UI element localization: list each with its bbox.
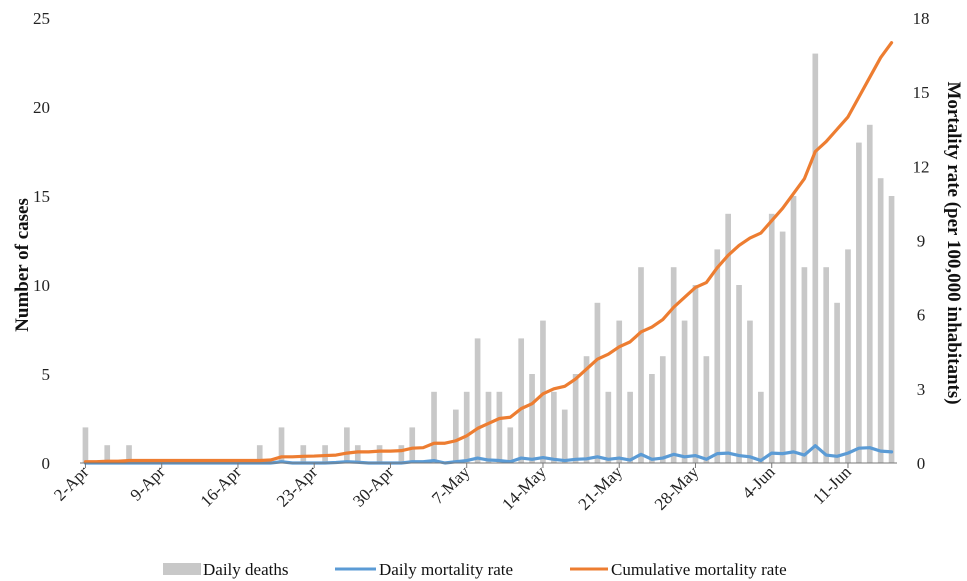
right-axis-tick-label: 15: [913, 83, 930, 102]
x-axis-tick-label: 28-May: [651, 462, 703, 514]
x-axis-tick-label: 21-May: [575, 462, 627, 514]
daily-deaths-bar: [736, 285, 742, 463]
daily-deaths-bar: [561, 409, 568, 463]
daily-deaths-bar: [616, 320, 623, 463]
daily-deaths-bar: [670, 267, 677, 463]
daily-deaths-bar: [354, 445, 361, 463]
cumulative-mortality-rate-line: [83, 41, 894, 464]
x-axis-tick-label: 2-Apr: [50, 462, 92, 504]
legend-label-daily-deaths: Daily deaths: [203, 560, 288, 579]
daily-deaths-bar: [572, 374, 579, 463]
daily-deaths-bar: [790, 196, 797, 463]
legend-label-daily-mortality: Daily mortality rate: [379, 560, 513, 579]
legend-label-cumulative-mortality: Cumulative mortality rate: [611, 560, 787, 579]
x-axis-tick-label: 9-Apr: [126, 462, 168, 504]
daily-deaths-bar: [583, 356, 590, 463]
daily-deaths-bar: [638, 267, 644, 463]
daily-deaths-bar: [747, 320, 753, 463]
x-axis-tick-label: 16-Apr: [197, 462, 245, 510]
x-axis-tick-label: 7-May: [428, 462, 474, 508]
x-axis-ticks: 2-Apr 9-Apr 16-Apr 23-Apr 30-Apr 7-May 14-May 2…: [50, 462, 855, 514]
daily-deaths-bar: [758, 391, 764, 463]
daily-deaths-bar: [877, 178, 884, 463]
left-axis-tick-label: 0: [42, 454, 51, 473]
daily-deaths-bar: [725, 213, 731, 463]
daily-deaths-bar: [627, 391, 633, 463]
legend: Daily deaths Daily mortality rate Cumula…: [163, 560, 787, 579]
daily-deaths-bar: [594, 302, 601, 463]
left-axis-tick-label: 10: [33, 276, 50, 295]
daily-deaths-bar: [431, 391, 437, 463]
right-axis-ticks: 0 3 6 9 12 15 18: [913, 9, 930, 473]
daily-deaths-bar: [703, 356, 710, 463]
x-axis-tick-label: 23-Apr: [273, 462, 321, 510]
daily-deaths-bar: [681, 320, 688, 463]
daily-deaths-bar: [409, 427, 416, 463]
daily-deaths-bar: [659, 356, 666, 463]
daily-deaths-bar: [823, 267, 830, 463]
daily-deaths-bar: [278, 427, 285, 463]
daily-deaths-bar: [888, 196, 895, 463]
daily-deaths-bar: [344, 427, 350, 463]
daily-deaths-bars: [82, 53, 895, 464]
right-axis-tick-label: 18: [913, 9, 930, 28]
daily-deaths-bar: [496, 391, 503, 463]
daily-deaths-bar: [779, 231, 786, 463]
left-axis-tick-label: 25: [33, 9, 50, 28]
daily-deaths-bar: [126, 445, 132, 463]
x-axis-tick-label: 4-Jun: [738, 462, 779, 503]
x-axis-tick-label: 30-Apr: [349, 462, 397, 510]
daily-deaths-bar: [551, 391, 557, 463]
daily-deaths-bar: [518, 338, 525, 463]
daily-deaths-bar: [866, 124, 873, 464]
right-axis-tick-label: 3: [917, 380, 926, 399]
daily-deaths-bar: [649, 374, 655, 463]
daily-deaths-bar: [692, 285, 699, 463]
x-axis-tick-label: 14-May: [498, 462, 550, 514]
daily-deaths-bar: [485, 391, 492, 463]
daily-deaths-bar: [300, 445, 307, 463]
daily-deaths-bar: [605, 391, 612, 463]
daily-deaths-bar: [529, 374, 535, 463]
daily-deaths-bar: [768, 213, 775, 463]
daily-deaths-bar: [845, 249, 851, 463]
daily-deaths-bar: [834, 302, 840, 463]
daily-deaths-bar: [714, 249, 721, 463]
daily-deaths-bar: [812, 53, 819, 463]
left-axis-title: Number of cases: [12, 198, 33, 332]
daily-deaths-bar: [474, 338, 481, 463]
daily-deaths-bar: [540, 320, 546, 463]
right-axis-tick-label: 12: [913, 157, 930, 176]
right-axis-tick-label: 9: [917, 232, 926, 251]
left-axis-tick-label: 20: [33, 98, 50, 117]
right-axis-tick-label: 0: [917, 454, 926, 473]
left-axis-tick-label: 5: [42, 365, 51, 384]
daily-deaths-bar: [376, 445, 383, 463]
left-axis-tick-label: 15: [33, 187, 50, 206]
daily-deaths-bar: [256, 445, 263, 463]
daily-deaths-bar: [82, 427, 89, 463]
daily-deaths-bar: [463, 391, 470, 463]
daily-deaths-bar: [507, 427, 514, 463]
daily-deaths-bar: [104, 445, 111, 463]
x-axis-tick-label: 11-Jun: [809, 462, 855, 508]
left-axis-ticks: 0 5 10 15 20 25: [33, 9, 50, 473]
daily-deaths-bar: [398, 445, 405, 463]
right-axis-tick-label: 6: [917, 306, 926, 325]
daily-deaths-bar: [856, 142, 862, 463]
daily-deaths-bar: [801, 267, 808, 463]
daily-deaths-bar: [452, 409, 459, 463]
right-axis-title: Mortality rate (per 100,000 inhabitants): [943, 81, 964, 404]
legend-swatch-daily-deaths: [163, 563, 201, 575]
